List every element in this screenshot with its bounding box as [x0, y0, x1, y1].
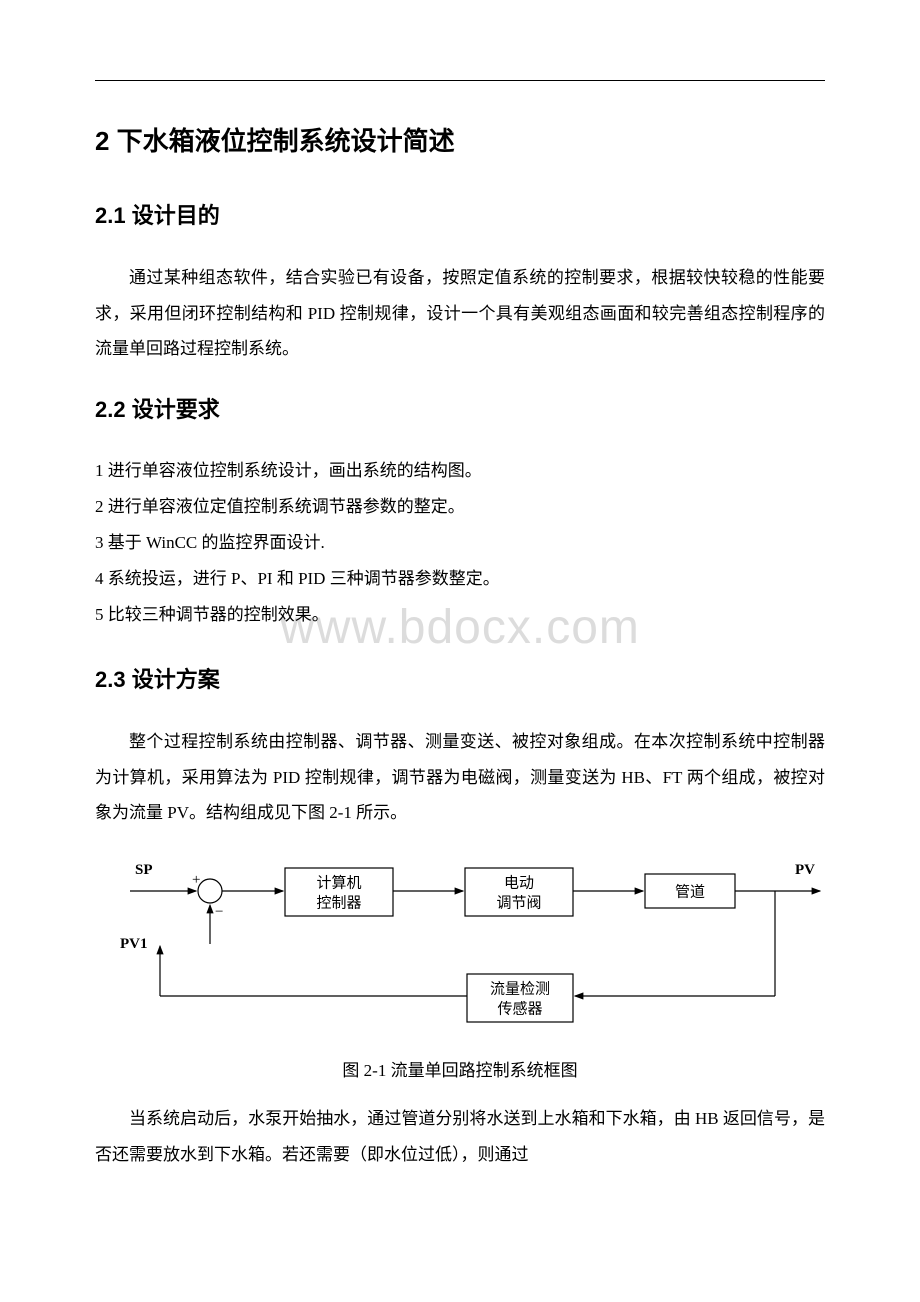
section-2-1-paragraph: 通过某种组态软件，结合实验已有设备，按照定值系统的控制要求，根据较快较稳的性能要…: [95, 260, 825, 367]
pv-label: PV: [795, 862, 815, 878]
list-item: 2 进行单容液位定值控制系统调节器参数的整定。: [95, 490, 825, 524]
box3-label: 管道: [675, 884, 705, 901]
box1-line1: 计算机: [316, 874, 361, 892]
list-item: 1 进行单容液位控制系统设计，画出系统的结构图。: [95, 454, 825, 488]
block-diagram: SP PV PV1 + − 计算机 控制器 电动 调节阀: [95, 856, 825, 1081]
chapter-title: 2 下水箱液位控制系统设计简述: [95, 121, 825, 158]
requirements-list: 1 进行单容液位控制系统设计，画出系统的结构图。 2 进行单容液位定值控制系统调…: [95, 454, 825, 632]
box1-line2: 控制器: [316, 895, 361, 912]
box2-line1: 电动: [504, 875, 534, 892]
sp-label: SP: [135, 862, 153, 878]
box2-line2: 调节阀: [496, 895, 541, 912]
box4-line1: 流量检测: [490, 981, 550, 998]
section-2-1-heading: 2.1 设计目的: [95, 198, 825, 230]
diagram-caption: 图 2-1 流量单回路控制系统框图: [95, 1056, 825, 1081]
minus-sign: −: [215, 904, 223, 920]
section-2-3-heading: 2.3 设计方案: [95, 662, 825, 694]
plus-sign: +: [192, 872, 200, 888]
box4-line2: 传感器: [497, 1001, 542, 1018]
list-item: 3 基于 WinCC 的监控界面设计.: [95, 526, 825, 560]
list-item: 4 系统投运，进行 P、PI 和 PID 三种调节器参数整定。: [95, 562, 825, 596]
section-2-2-heading: 2.2 设计要求: [95, 392, 825, 424]
list-item: 5 比较三种调节器的控制效果。: [95, 598, 825, 632]
section-2-3-paragraph-2: 当系统启动后，水泵开始抽水，通过管道分别将水送到上水箱和下水箱，由 HB 返回信…: [95, 1101, 825, 1172]
section-2-3-paragraph-1: 整个过程控制系统由控制器、调节器、测量变送、被控对象组成。在本次控制系统中控制器…: [95, 724, 825, 831]
horizontal-rule: [95, 80, 825, 81]
pv1-label: PV1: [120, 936, 148, 952]
